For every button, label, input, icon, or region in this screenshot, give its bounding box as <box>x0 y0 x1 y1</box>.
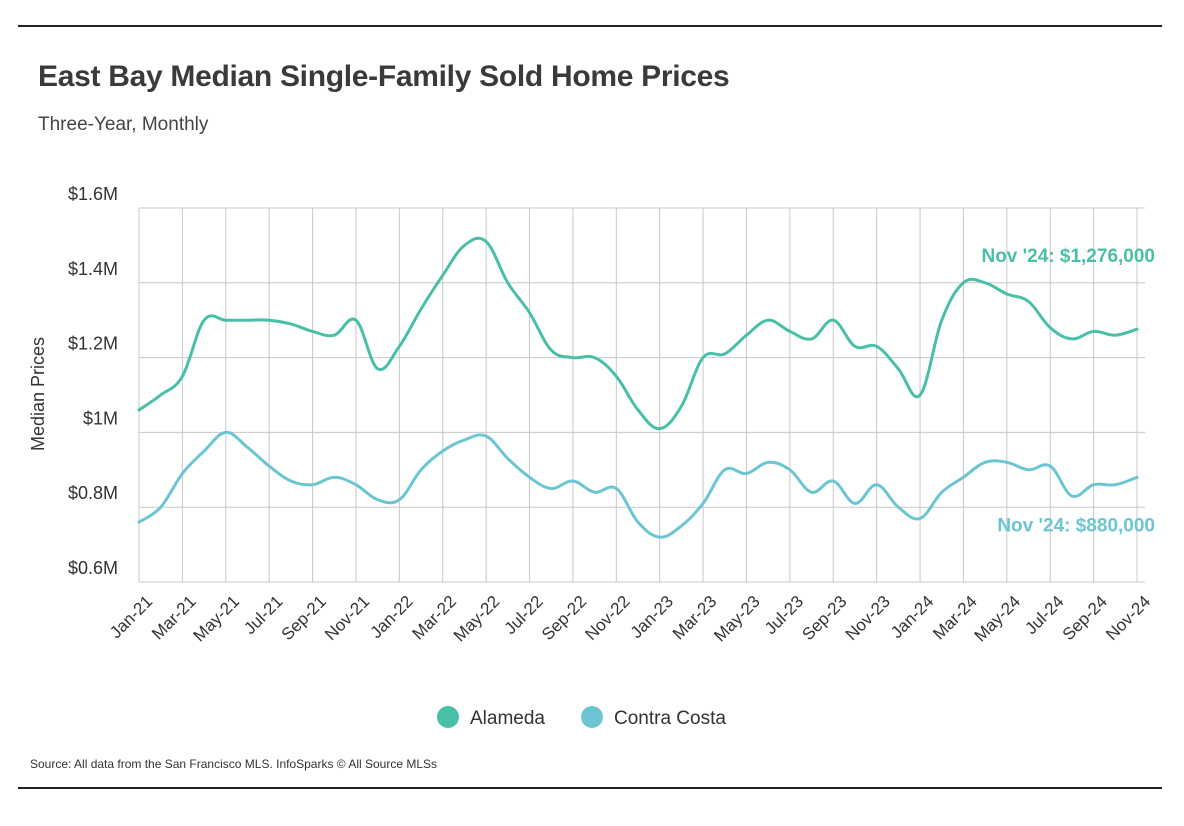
annotation-contra-costa: Nov '24: $880,000 <box>997 515 1155 536</box>
x-tick-label: Sep-22 <box>538 592 590 644</box>
y-axis-ticks: $1.6M $1.4M $1.2M $1M $0.8M $0.6M <box>68 184 118 578</box>
grid-lines <box>138 207 1145 583</box>
y-tick-label: $1M <box>83 408 118 428</box>
x-tick-label: May-24 <box>971 592 1025 646</box>
x-tick-label: May-22 <box>450 592 504 646</box>
annotations: Nov '24: $1,276,000 Nov '24: $880,000 <box>981 246 1155 536</box>
x-tick-label: Jan-22 <box>366 592 416 642</box>
bottom-rule <box>18 787 1162 789</box>
y-tick-label: $0.8M <box>68 483 118 503</box>
legend-swatch <box>581 706 603 728</box>
x-tick-label: Nov-23 <box>842 592 894 644</box>
x-tick-label: May-21 <box>190 592 244 646</box>
x-tick-label: May-23 <box>710 592 764 646</box>
x-tick-label: Jan-21 <box>106 592 156 642</box>
y-tick-label: $0.6M <box>68 558 118 578</box>
legend-label: Alameda <box>470 708 545 729</box>
legend-label: Contra Costa <box>614 708 726 729</box>
x-tick-label: Sep-21 <box>278 592 330 644</box>
legend: Alameda Contra Costa <box>437 706 726 729</box>
x-tick-label: Jan-23 <box>627 592 677 642</box>
series-line-contra-costa <box>137 430 1139 539</box>
series-line-alameda <box>137 236 1139 431</box>
x-tick-label: Sep-24 <box>1059 592 1111 644</box>
y-axis-label: Median Prices <box>28 337 48 451</box>
y-tick-label: $1.2M <box>68 334 118 354</box>
top-rule <box>18 25 1162 27</box>
legend-swatch <box>437 706 459 728</box>
chart-subtitle: Three-Year, Monthly <box>38 114 209 135</box>
chart-title: East Bay Median Single-Family Sold Home … <box>38 60 730 93</box>
y-tick-label: $1.6M <box>68 184 118 204</box>
x-tick-label: Jan-24 <box>887 592 937 642</box>
annotation-alameda: Nov '24: $1,276,000 <box>981 246 1155 267</box>
x-tick-label: Sep-23 <box>798 592 850 644</box>
series-lines <box>137 236 1139 539</box>
x-tick-label: Nov-21 <box>321 592 373 644</box>
y-tick-label: $1.4M <box>68 259 118 279</box>
x-tick-label: Nov-24 <box>1102 592 1154 644</box>
source-note: Source: All data from the San Francisco … <box>30 757 438 771</box>
x-axis-ticks: Jan-21Mar-21May-21Jul-21Sep-21Nov-21Jan-… <box>106 592 1154 646</box>
x-tick-label: Nov-22 <box>581 592 633 644</box>
